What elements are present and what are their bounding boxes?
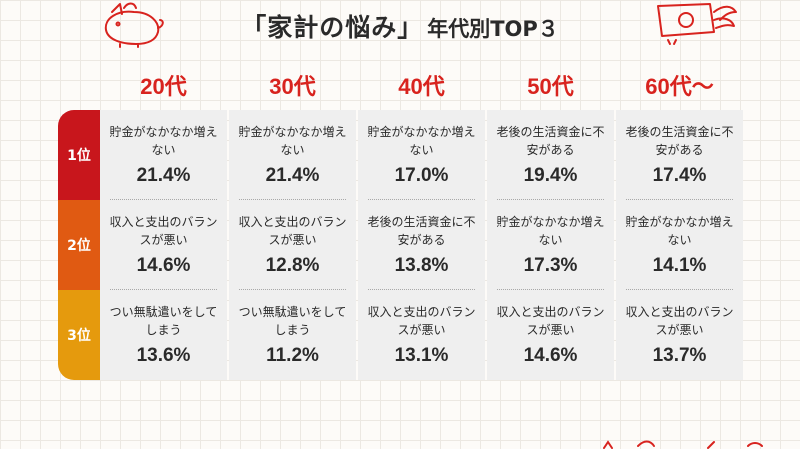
ranking-cell: 貯金がなかなか増えない 17.0% [358, 110, 485, 200]
column-header: 20代 [140, 74, 187, 99]
cell-text: 貯金がなかなか増えない [238, 125, 347, 157]
page-title: 「家計の悩み」 年代別TOP３ [0, 8, 800, 44]
age-header-row: 20代 30代 40代 50代 60代～ [100, 74, 745, 100]
cell-percentage: 11.2% [266, 345, 319, 366]
cell-text: 貯金がなかなか増えない [625, 215, 734, 247]
cell-text: 収入と支出のバランスが悪い [238, 215, 347, 247]
ranking-cell: 貯金がなかなか増えない 21.4% [229, 110, 356, 200]
cell-text: つい無駄遣いをしてしまう [109, 305, 218, 337]
cell-percentage: 13.1% [394, 345, 449, 366]
ranking-cell: 収入と支出のバランスが悪い 14.6% [487, 290, 614, 380]
piggy-bank-icon [104, 2, 164, 48]
title-sub: 年代別TOP３ [427, 17, 559, 41]
rank-label: 3位 [58, 290, 100, 380]
cell-text: 貯金がなかなか増えない [109, 125, 218, 157]
cell-percentage: 14.6% [523, 345, 578, 366]
cell-text: 老後の生活資金に不安がある [625, 125, 734, 157]
ranking-cell: 収入と支出のバランスが悪い 13.7% [616, 290, 743, 380]
cell-percentage: 13.8% [394, 255, 449, 276]
cell-text: つい無駄遣いをしてしまう [238, 305, 347, 337]
ranking-cell: つい無駄遣いをしてしまう 13.6% [100, 290, 227, 380]
ranking-cell: 貯金がなかなか増えない 17.3% [487, 200, 614, 290]
column-header: 30代 [269, 74, 316, 99]
cell-text: 貯金がなかなか増えない [367, 125, 476, 157]
cell-percentage: 14.6% [136, 255, 191, 276]
flying-money-icon [657, 3, 737, 45]
cell-percentage: 14.1% [652, 255, 707, 276]
ranking-cell: 貯金がなかなか増えない 21.4% [100, 110, 227, 200]
cell-percentage: 13.6% [136, 345, 191, 366]
cell-text: 老後の生活資金に不安がある [496, 125, 605, 157]
rank-label: 2位 [58, 200, 100, 290]
ranking-cell: 老後の生活資金に不安がある 13.8% [358, 200, 485, 290]
ranking-cell: 収入と支出のバランスが悪い 14.6% [100, 200, 227, 290]
ranking-cell: 収入と支出のバランスが悪い 12.8% [229, 200, 356, 290]
cell-percentage: 21.4% [136, 165, 191, 186]
cell-text: 老後の生活資金に不安がある [367, 215, 476, 247]
cell-percentage: 17.3% [523, 255, 578, 276]
column-header: 50代 [527, 74, 574, 99]
ranking-cell: 収入と支出のバランスが悪い 13.1% [358, 290, 485, 380]
cell-text: 収入と支出のバランスが悪い [367, 305, 476, 337]
ranking-cell: つい無駄遣いをしてしまう 11.2% [229, 290, 356, 380]
cell-percentage: 13.7% [652, 345, 707, 366]
decorative-doodle [603, 440, 763, 449]
column-header: 40代 [398, 74, 445, 99]
title-main: 「家計の悩み」 [241, 13, 424, 42]
rank-label: 1位 [58, 110, 100, 200]
cell-text: 収入と支出のバランスが悪い [625, 305, 734, 337]
ranking-cell: 老後の生活資金に不安がある 17.4% [616, 110, 743, 200]
cell-text: 収入と支出のバランスが悪い [496, 305, 605, 337]
ranking-cell: 貯金がなかなか増えない 14.1% [616, 200, 743, 290]
column-header: 60代～ [645, 74, 714, 99]
cell-percentage: 17.4% [652, 165, 707, 186]
cell-text: 収入と支出のバランスが悪い [109, 215, 218, 247]
cell-text: 貯金がなかなか増えない [496, 215, 605, 247]
ranking-cell: 老後の生活資金に不安がある 19.4% [487, 110, 614, 200]
cell-percentage: 19.4% [523, 165, 578, 186]
cell-percentage: 21.4% [265, 165, 320, 186]
cell-percentage: 17.0% [394, 165, 449, 186]
cell-percentage: 12.8% [265, 255, 320, 276]
